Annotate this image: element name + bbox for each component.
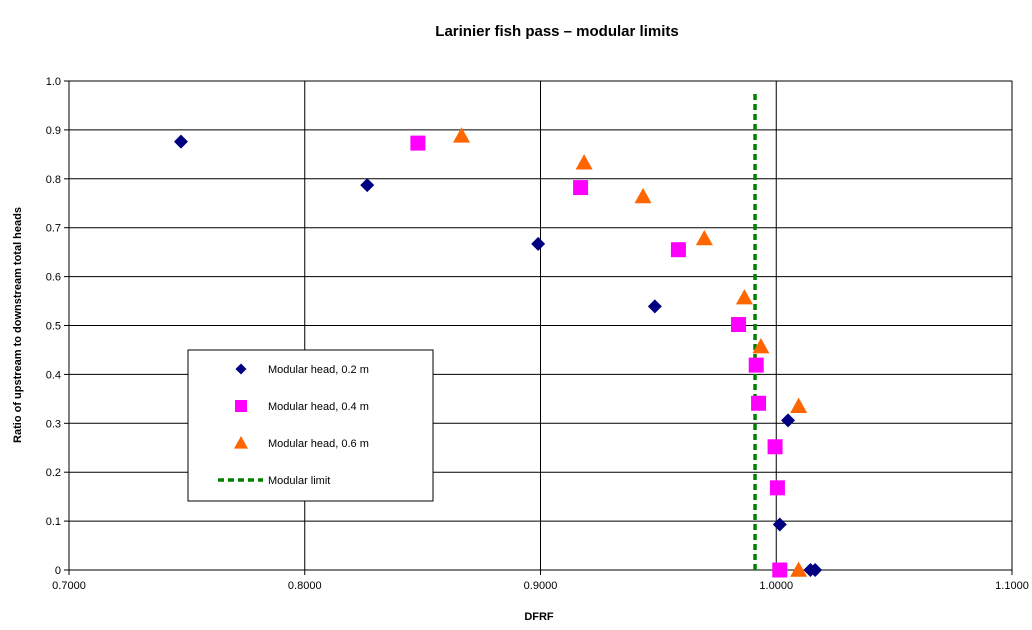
y-tick-label: 0.6 xyxy=(46,272,61,284)
x-tick-label: 1.1000 xyxy=(995,580,1029,592)
legend-label: Modular limit xyxy=(268,475,330,487)
data-point-square xyxy=(731,317,747,333)
data-point-square xyxy=(751,395,767,411)
data-point-triangle xyxy=(735,289,753,305)
data-point-diamond xyxy=(781,413,796,428)
data-point-triangle xyxy=(695,229,713,246)
series-layer xyxy=(173,90,823,578)
legend-box xyxy=(187,349,434,502)
data-point-diamond xyxy=(772,517,787,532)
y-tick-label: 0.3 xyxy=(46,418,61,430)
legend-marker-triangle xyxy=(234,436,248,449)
y-tick-label: 0.4 xyxy=(46,369,61,381)
data-point-diamond xyxy=(531,236,546,251)
data-point-square xyxy=(772,562,788,578)
y-tick-label: 0.5 xyxy=(46,321,61,333)
data-point-triangle xyxy=(634,187,652,204)
data-point-triangle xyxy=(453,127,471,143)
data-point-square xyxy=(573,180,589,196)
data-point-diamond xyxy=(360,178,375,193)
y-tick-labels: 0 0.1 0.2 0.3 0.4 0.5 0.6 0.7 0.8 0.9 1.0 xyxy=(46,76,61,577)
y-tick-label: 0.8 xyxy=(46,174,61,186)
data-point-triangle xyxy=(790,561,808,577)
data-point-square xyxy=(767,439,783,455)
x-tick-label: 0.7000 xyxy=(52,580,86,592)
y-tick-label: 0 xyxy=(55,565,61,577)
x-tick-label: 1.0000 xyxy=(759,580,793,592)
data-point-square xyxy=(670,242,686,258)
legend-label: Modular head, 0.6 m xyxy=(268,438,369,450)
legend-marker-diamond xyxy=(235,363,247,375)
x-tick-labels: 0.7000 0.8000 0.9000 1.0000 1.1000 xyxy=(52,580,1029,592)
legend-marker-square xyxy=(235,400,247,412)
legend: Modular head, 0.2 m Modular head, 0.4 m Mo… xyxy=(187,349,434,502)
y-tick-label: 0.2 xyxy=(46,467,61,479)
x-tick-label: 0.8000 xyxy=(288,580,322,592)
y-tick-label: 0.9 xyxy=(46,125,61,137)
data-point-diamond xyxy=(808,563,823,577)
chart-title: Larinier fish pass – modular limits xyxy=(435,23,678,40)
y-axis-label: Ratio of upstream to downstream total he… xyxy=(12,207,24,443)
y-tick-label: 0.1 xyxy=(46,516,61,528)
legend-label: Modular head, 0.2 m xyxy=(268,364,369,376)
y-tick-label: 1.0 xyxy=(46,76,61,88)
legend-label: Modular head, 0.4 m xyxy=(268,401,369,413)
data-point-square xyxy=(410,135,426,151)
data-point-diamond xyxy=(173,134,188,149)
data-point-square xyxy=(769,480,785,496)
data-point-triangle xyxy=(752,338,770,354)
data-point-triangle xyxy=(790,397,808,413)
data-point-triangle xyxy=(575,154,593,170)
x-tick-label: 0.9000 xyxy=(524,580,558,592)
y-tick-label: 0.7 xyxy=(46,223,61,235)
data-point-square xyxy=(748,357,764,373)
x-axis-label: DFRF xyxy=(524,611,554,623)
data-point-diamond xyxy=(647,299,662,314)
